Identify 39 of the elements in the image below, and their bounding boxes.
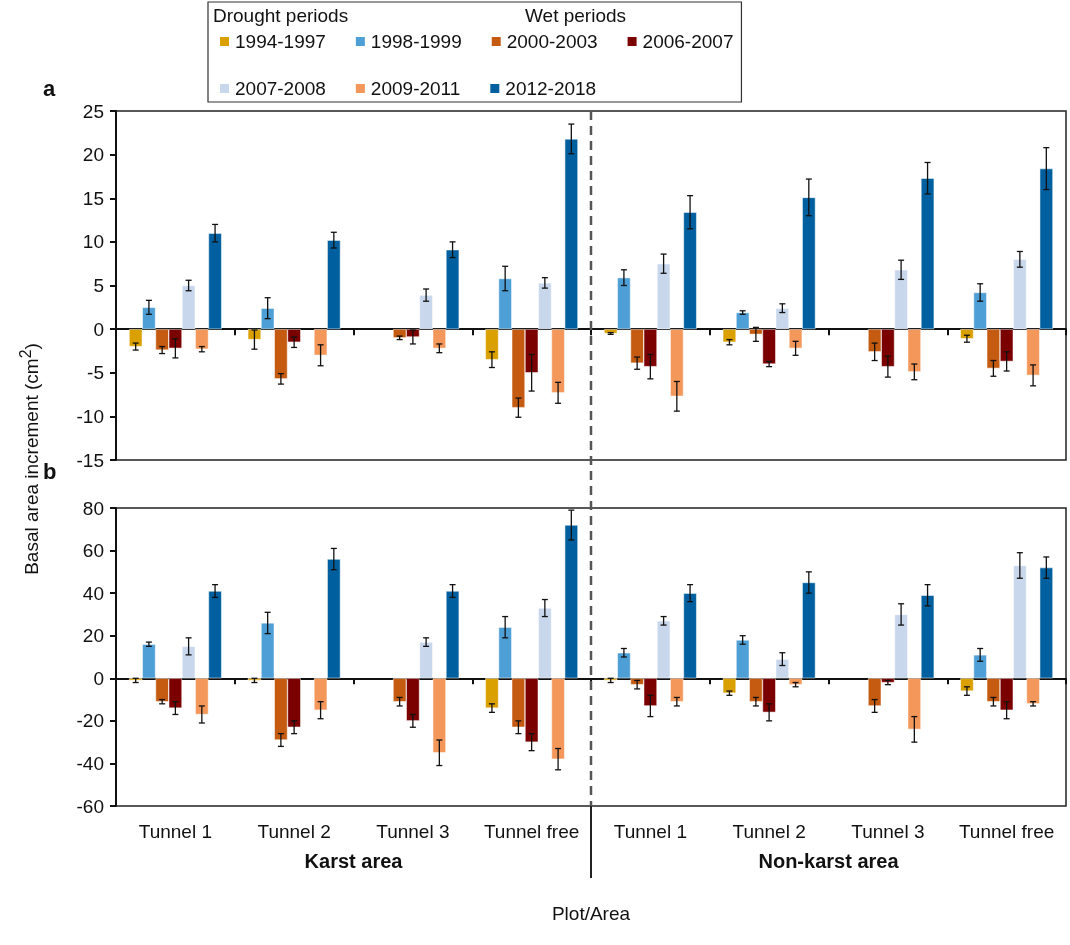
y-tick-label: -60	[76, 795, 104, 817]
y-tick-label: 5	[93, 275, 104, 296]
x-tick-label: Tunnel 1	[613, 821, 687, 842]
chart-title: b	[43, 458, 57, 484]
text: Non-karst area	[758, 850, 900, 872]
x-tick-label: Tunnel free	[483, 821, 580, 842]
x-tick-label: Tunnel 2	[257, 821, 331, 842]
y-tick-label: 20	[82, 625, 104, 647]
x-axis-title: Plot/Area	[551, 903, 631, 924]
y-tick-label: 40	[82, 582, 104, 604]
y-tick-label: 10	[82, 231, 104, 253]
legend-label: 2012-2018	[505, 78, 597, 99]
chart-title: a	[43, 75, 56, 101]
text: Drought periods	[213, 5, 349, 26]
legend-label: 2006-2007	[642, 31, 734, 52]
legend-label: 2000-2003	[506, 31, 598, 52]
legend-label: 1998-1999	[370, 31, 462, 52]
y-tick-label: -15	[76, 449, 104, 471]
y-tick-label: 80	[82, 497, 104, 519]
y-tick-label: -5	[87, 362, 104, 384]
y-tick-label: 15	[82, 187, 104, 209]
y-tick-label: -40	[76, 752, 104, 774]
x-tick-label: Tunnel 1	[138, 821, 212, 842]
text: Wet periods	[525, 5, 627, 26]
legend-label: 2009-2011	[370, 78, 461, 99]
y-tick-label: -10	[76, 405, 104, 427]
x-tick-label: Tunnel 3	[376, 821, 450, 842]
x-tick-label: Tunnel 2	[732, 821, 806, 842]
y-tick-label: -20	[76, 710, 104, 732]
y-tick-label: 20	[82, 144, 104, 166]
text: Karst area	[304, 850, 404, 872]
legend-label: 2007-2008	[235, 78, 326, 99]
y-tick-label: 0	[93, 318, 104, 340]
y-tick-label: 0	[93, 667, 104, 689]
x-tick-label: Tunnel free	[958, 821, 1055, 842]
x-tick-label: Tunnel 3	[851, 821, 925, 842]
y-tick-label: 60	[82, 540, 104, 562]
y-tick-label: 25	[82, 100, 104, 122]
legend-label: 1994-1997	[235, 31, 326, 52]
